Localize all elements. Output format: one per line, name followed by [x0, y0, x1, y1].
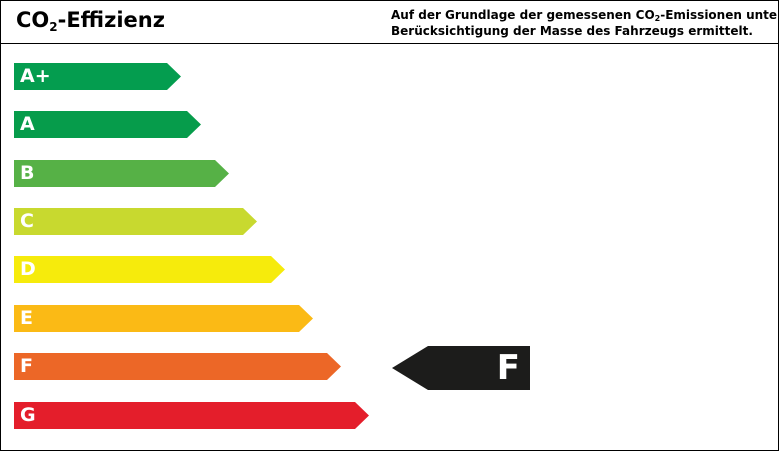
efficiency-bar-shape	[14, 402, 369, 429]
desc-line1-post: -Emissionen unter	[660, 8, 779, 22]
desc-line1-subscript: 2	[654, 14, 661, 23]
header: CO2-Effizienz Auf der Grundlage der geme…	[1, 1, 779, 44]
efficiency-bar-label: F	[20, 355, 33, 377]
rating-arrow-shape	[392, 346, 530, 390]
efficiency-bar-label: E	[20, 307, 33, 329]
efficiency-bar-a-plus: A+	[14, 63, 181, 90]
efficiency-bar-d: D	[14, 256, 285, 283]
header-description: Auf der Grundlage der gemessenen CO2-Emi…	[391, 7, 779, 39]
efficiency-bar-g: G	[14, 402, 369, 429]
efficiency-bar-shape	[14, 63, 181, 90]
description-line-1: Auf der Grundlage der gemessenen CO2-Emi…	[391, 7, 779, 23]
efficiency-bar-label: B	[20, 162, 35, 184]
title-rest: -Effizienz	[57, 8, 165, 32]
title-subscript: 2	[49, 20, 58, 34]
efficiency-bar-label: C	[20, 210, 34, 232]
efficiency-bar-label: D	[20, 258, 36, 280]
efficiency-bar-c: C	[14, 208, 257, 235]
efficiency-bar-label: G	[20, 404, 36, 426]
efficiency-bar-a: A	[14, 111, 201, 138]
efficiency-bar-shape	[14, 111, 201, 138]
efficiency-bar-e: E	[14, 305, 313, 332]
description-line-2: Berücksichtigung der Masse des Fahrzeugs…	[391, 24, 753, 38]
efficiency-bar-shape	[14, 353, 341, 380]
rating-label: F	[496, 348, 520, 388]
efficiency-bar-shape	[14, 305, 313, 332]
efficiency-bar-f: F	[14, 353, 341, 380]
efficiency-bar-shape	[14, 256, 285, 283]
efficiency-bar-shape	[14, 208, 257, 235]
page-title: CO2-Effizienz	[16, 8, 165, 34]
desc-line1-pre: Auf der Grundlage der gemessenen CO	[391, 8, 655, 22]
efficiency-bar-label: A+	[20, 65, 51, 87]
efficiency-bar-shape	[14, 160, 229, 187]
title-co: CO	[16, 8, 50, 32]
rating-indicator: F	[392, 346, 530, 390]
efficiency-bar-b: B	[14, 160, 229, 187]
efficiency-bar-label: A	[20, 113, 35, 135]
